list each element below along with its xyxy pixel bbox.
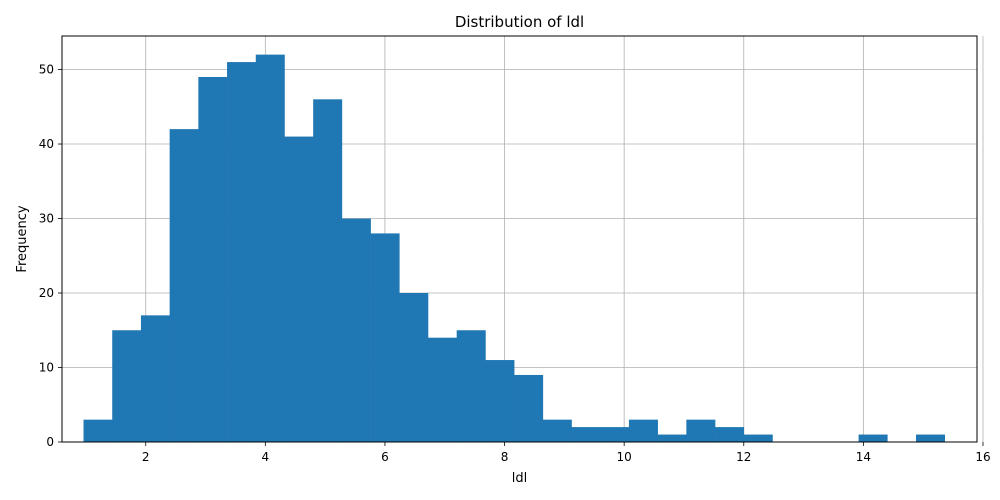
histogram-bar (456, 330, 486, 442)
histogram-bar (916, 434, 946, 442)
y-tick-label: 0 (46, 435, 54, 449)
histogram-bar (485, 360, 515, 442)
x-tick-label: 6 (381, 450, 389, 464)
plot-frame (61, 35, 978, 443)
chart-title: Distribution of ldl (455, 13, 584, 31)
histogram-bar (858, 434, 888, 442)
histogram-bar (112, 330, 142, 442)
bars-layer (83, 54, 946, 443)
y-tick-label: 40 (39, 137, 54, 151)
histogram-bar (284, 136, 314, 443)
x-ticks: 2 4 6 8 10 12 14 16 (142, 442, 991, 464)
histogram-bar (571, 427, 601, 442)
x-axis-label: ldl (512, 471, 527, 486)
histogram-bar (743, 434, 773, 442)
x-tick-label: 12 (736, 450, 751, 464)
histogram-bar (341, 218, 371, 442)
histogram-bar (628, 419, 658, 442)
x-tick-label: 10 (617, 450, 632, 464)
y-tick-label: 10 (39, 361, 54, 375)
x-tick-label: 4 (262, 450, 270, 464)
histogram-bar (313, 99, 343, 442)
histogram-bar (140, 315, 170, 442)
y-tick-label: 20 (39, 286, 54, 300)
histogram-bar (169, 129, 199, 442)
y-ticks: 0 10 20 30 40 50 (39, 63, 62, 449)
histogram-bar (227, 62, 257, 442)
y-axis-label: Frequency (15, 205, 30, 272)
histogram-bar (542, 419, 572, 442)
histogram-bar (428, 337, 458, 442)
histogram-bar (83, 419, 113, 442)
x-tick-label: 14 (856, 450, 871, 464)
x-tick-label: 16 (975, 450, 990, 464)
x-tick-label: 8 (501, 450, 509, 464)
histogram-bar (715, 427, 745, 442)
histogram-bar (686, 419, 716, 442)
histogram-bar (370, 233, 400, 442)
histogram-bar (399, 293, 429, 442)
histogram-bar (657, 434, 687, 442)
histogram-bar (255, 54, 285, 443)
histogram-bar (514, 374, 544, 442)
x-tick-label: 2 (142, 450, 150, 464)
y-tick-label: 30 (39, 212, 54, 226)
y-tick-label: 50 (39, 63, 54, 77)
histogram-bar (600, 427, 630, 442)
histogram-bar (198, 76, 228, 443)
